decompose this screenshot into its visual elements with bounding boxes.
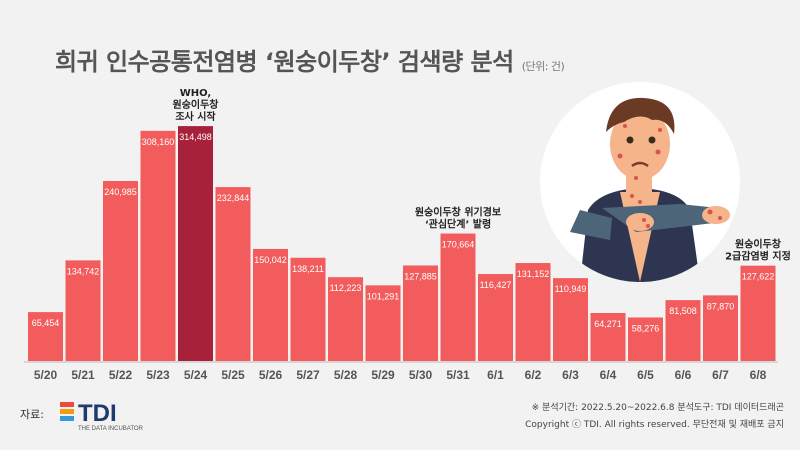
bar-5/20	[28, 312, 63, 361]
bar-6/2	[515, 263, 551, 361]
tick-label: 6/3	[562, 368, 579, 382]
value-label: 64,271	[594, 319, 622, 329]
tick-label: 6/4	[600, 368, 617, 382]
value-label: 308,160	[142, 137, 175, 147]
value-label: 110,949	[555, 284, 587, 294]
tick-label: 5/29	[371, 368, 395, 382]
value-label: 101,291	[367, 291, 400, 301]
annotation-label: 원숭이두창	[735, 238, 782, 251]
bar-5/28	[328, 277, 363, 361]
value-label: 116,427	[480, 280, 512, 290]
value-label: 131,152	[517, 269, 550, 279]
value-label: 58,276	[632, 323, 660, 333]
annotation-label: 원숭이두창 위기경보	[415, 206, 501, 219]
tick-label: 5/22	[109, 368, 133, 382]
bar-6/4	[590, 312, 626, 361]
bar-6/1	[478, 274, 513, 361]
value-label: 170,664	[442, 240, 475, 250]
value-label: 240,985	[104, 187, 137, 197]
copyright: Copyright ⓒ TDI. All rights reserved. 무단…	[525, 420, 784, 430]
tick-label: 5/27	[296, 368, 320, 382]
value-label: 81,508	[669, 306, 697, 316]
bar-6/8	[740, 265, 776, 361]
chart-title: 희귀 인수공통전염병 ‘원숭이두창’ 검색량 분석 (단위: 건)	[55, 42, 565, 77]
bar-6/5	[628, 317, 663, 361]
annotation-label: 조사 시작	[175, 110, 216, 123]
tick-label: 5/21	[71, 368, 95, 382]
bar-5/31	[440, 233, 476, 361]
annotation-label: 2급감염병 지정	[725, 250, 791, 263]
chart-title-text: 희귀 인수공통전염병 ‘원숭이두창’ 검색량 분석	[55, 48, 514, 76]
sick-man-with-rash-icon	[540, 82, 740, 282]
bar-6/7	[703, 295, 738, 361]
tick-label: 6/7	[712, 368, 729, 382]
tick-label: 5/25	[221, 368, 245, 382]
bar-6/6	[665, 300, 701, 361]
bar-5/25	[215, 187, 251, 361]
tick-label: 6/1	[487, 368, 504, 382]
tick-label: 6/8	[750, 368, 767, 382]
value-label: 87,870	[707, 301, 735, 311]
bar-5/22	[103, 181, 138, 361]
bar-6/3	[553, 278, 588, 361]
bar-5/30	[403, 265, 438, 361]
value-label: 150,042	[254, 255, 287, 265]
tick-label: 5/31	[446, 368, 470, 382]
tick-label: 5/28	[334, 368, 358, 382]
value-label: 314,498	[179, 132, 212, 142]
value-label: 65,454	[32, 318, 60, 328]
tick-label: 6/5	[637, 368, 654, 382]
tick-label: 5/20	[34, 368, 58, 382]
tick-label: 6/2	[525, 368, 542, 382]
value-label: 127,622	[742, 272, 775, 282]
annotation-label: WHO,	[180, 88, 211, 99]
bar-5/23	[140, 130, 176, 361]
tick-label: 5/24	[184, 368, 208, 382]
value-label: 232,844	[217, 193, 250, 203]
bar-5/21	[65, 260, 101, 361]
source-label: 자료:	[20, 408, 44, 421]
logo-text: TDI	[78, 400, 117, 427]
tick-label: 5/30	[409, 368, 433, 382]
bar-5/26	[253, 248, 288, 361]
bar-5/24	[178, 126, 213, 361]
annotation-label: ‘관심단계’ 발령	[425, 218, 491, 231]
tick-label: 6/6	[675, 368, 692, 382]
unit-label: (단위: 건)	[521, 60, 565, 73]
annotation-label: 원숭이두창	[173, 98, 220, 111]
tick-label: 5/23	[146, 368, 170, 382]
tdi-logo: TDI THE DATA INCUBATOR	[60, 400, 144, 432]
analysis-period: ※ 분석기간: 2022.5.20~2022.6.8 분석도구: TDI 데이터…	[531, 403, 784, 413]
value-label: 134,742	[67, 266, 100, 276]
bar-5/27	[290, 257, 326, 361]
value-label: 112,223	[330, 283, 362, 293]
value-label: 138,211	[292, 264, 324, 274]
logo-subtext: THE DATA INCUBATOR	[78, 426, 144, 432]
tick-label: 5/26	[259, 368, 283, 382]
bar-5/29	[365, 285, 401, 361]
value-label: 127,885	[404, 271, 437, 281]
